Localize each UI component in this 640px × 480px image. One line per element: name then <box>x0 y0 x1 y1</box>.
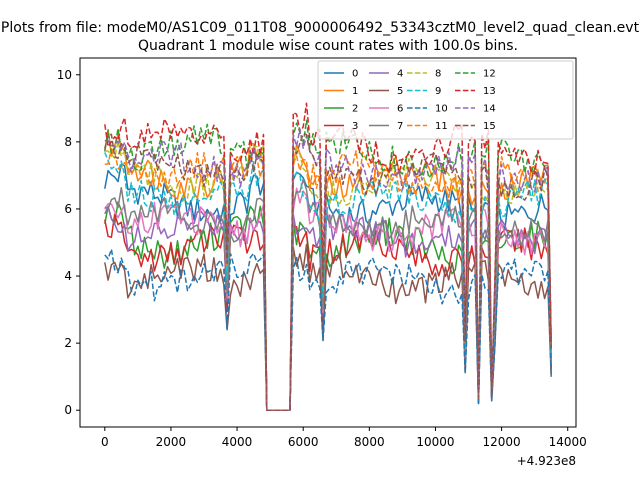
legend-label: 5 <box>397 86 403 97</box>
x-tick-label: 0 <box>101 435 109 449</box>
legend-entry-0: 0 <box>324 69 358 80</box>
legend-entry-5: 5 <box>369 86 403 97</box>
legend-entry-9: 9 <box>407 86 441 97</box>
y-tick-label: 8 <box>64 135 72 149</box>
legend-label: 10 <box>435 104 448 115</box>
x-tick-label: 14000 <box>549 435 587 449</box>
y-tick-label: 10 <box>57 68 72 82</box>
legend-entry-14: 14 <box>455 104 496 115</box>
legend-entry-15: 15 <box>455 121 496 132</box>
legend-entry-6: 6 <box>369 104 403 115</box>
legend-label: 12 <box>483 69 496 80</box>
series-line-15 <box>104 133 552 411</box>
y-axis-ticks: 0 2 4 6 8 10 <box>57 68 80 417</box>
x-axis-ticks: 0 2000 4000 6000 8000 10000 12000 14000 <box>101 427 587 449</box>
legend-label: 2 <box>352 104 358 115</box>
legend-label: 11 <box>435 121 448 132</box>
series-layer <box>104 102 552 411</box>
series-line-3 <box>104 213 552 411</box>
series-line-5 <box>104 243 552 411</box>
legend-label: 9 <box>435 86 441 97</box>
series-line-11 <box>104 148 552 411</box>
legend-label: 8 <box>435 69 441 80</box>
legend-label: 13 <box>483 86 496 97</box>
legend-label: 0 <box>352 69 358 80</box>
legend-label: 4 <box>397 69 403 80</box>
legend-label: 14 <box>483 104 496 115</box>
legend-entry-12: 12 <box>455 69 496 80</box>
series-line-6 <box>104 187 552 411</box>
legend-entry-10: 10 <box>407 104 448 115</box>
legend-label: 1 <box>352 86 358 97</box>
y-tick-label: 2 <box>64 336 72 350</box>
legend-entry-13: 13 <box>455 86 496 97</box>
x-tick-label: 6000 <box>288 435 319 449</box>
legend-entry-3: 3 <box>324 121 358 132</box>
y-tick-label: 6 <box>64 202 72 216</box>
legend-entry-11: 11 <box>407 121 448 132</box>
legend-entry-2: 2 <box>324 104 358 115</box>
file-title: Plots from file: modeM0/AS1C09_011T08_90… <box>1 20 640 36</box>
legend-box <box>317 60 574 140</box>
series-line-10 <box>104 248 552 411</box>
x-tick-label: 2000 <box>156 435 187 449</box>
legend-entry-4: 4 <box>369 69 403 80</box>
legend-label: 3 <box>352 121 358 132</box>
x-axis-offset-label: +4.923e8 <box>517 454 576 468</box>
legend-entry-8: 8 <box>407 69 441 80</box>
chart-title: Quadrant 1 module wise count rates with … <box>138 38 518 54</box>
x-tick-label: 8000 <box>354 435 385 449</box>
legend-label: 7 <box>397 121 403 132</box>
axes-frame <box>79 57 577 428</box>
legend-entry-7: 7 <box>369 121 403 132</box>
legend-label: 15 <box>483 121 496 132</box>
x-tick-label: 12000 <box>483 435 521 449</box>
series-line-12 <box>104 119 552 411</box>
x-tick-label: 4000 <box>222 435 253 449</box>
legend-label: 6 <box>397 104 403 115</box>
y-tick-label: 4 <box>64 269 72 283</box>
x-tick-label: 10000 <box>416 435 454 449</box>
plot-area: 0 2000 4000 6000 8000 10000 12000 14000 0246810… <box>57 57 587 468</box>
y-tick-label: 0 <box>64 403 72 417</box>
legend-entry-1: 1 <box>324 86 358 97</box>
